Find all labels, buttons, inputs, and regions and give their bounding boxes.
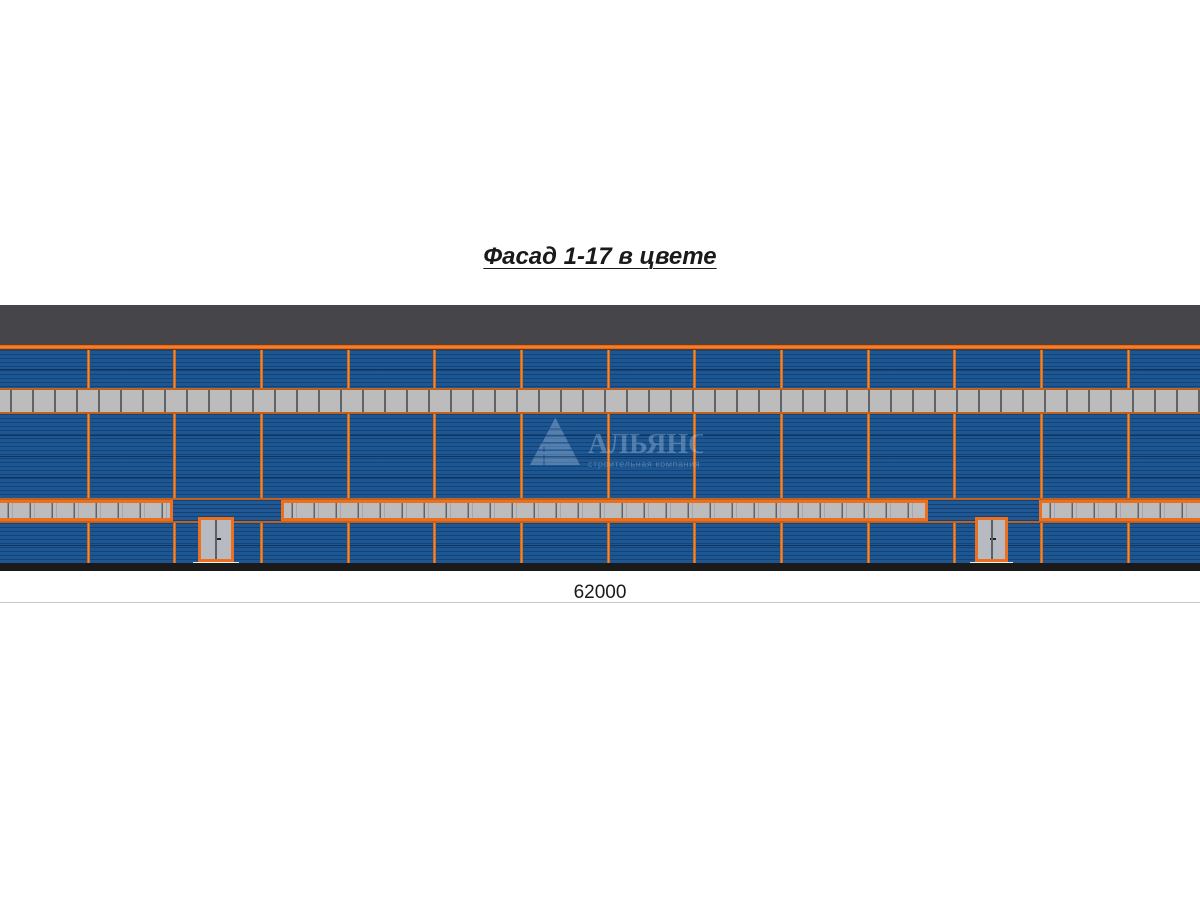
svg-text:АЛЬЯНС: АЛЬЯНС <box>588 429 703 460</box>
svg-text:строительная компания: строительная компания <box>588 459 700 469</box>
